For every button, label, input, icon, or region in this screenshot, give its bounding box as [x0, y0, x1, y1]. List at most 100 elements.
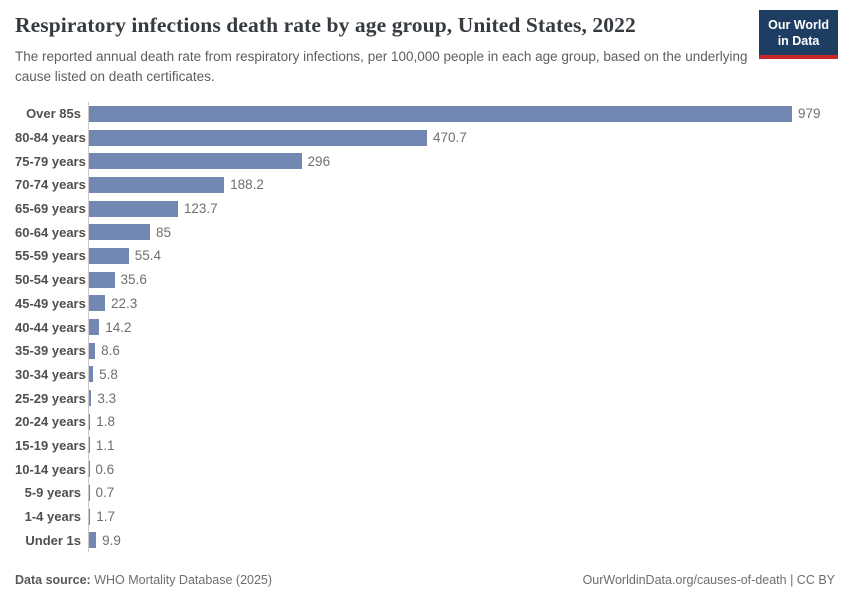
- bar-row: 45-49 years 22.3: [15, 291, 835, 316]
- age-group-label: 10-14 years: [15, 461, 86, 477]
- value-label: 8.6: [101, 343, 120, 359]
- bar-row: 40-44 years 14.2: [15, 315, 835, 339]
- bar: [89, 129, 427, 146]
- age-group-label: 1-4 years: [24, 509, 81, 525]
- bar-row: 5-9 years 0.7: [15, 481, 835, 505]
- bar-track: 470.7: [88, 125, 835, 150]
- age-group-label: 45-49 years: [15, 295, 86, 311]
- bar: [89, 271, 115, 288]
- bar-track: 14.2: [88, 315, 835, 339]
- bar-row: 30-34 years 5.8: [15, 362, 835, 387]
- value-label: 470.7: [433, 130, 467, 146]
- chart-title: Respiratory infections death rate by age…: [15, 13, 636, 37]
- age-group-label: 15-19 years: [15, 437, 86, 453]
- value-label: 5.8: [99, 366, 118, 382]
- bar-track: 296: [88, 149, 835, 174]
- bar: [89, 224, 151, 241]
- bar-row: 15-19 years 1.1: [15, 433, 835, 458]
- bar-chart: Over 85s 979 80-84 years 470.7 75-79 yea…: [15, 102, 835, 553]
- value-label: 1.1: [95, 437, 115, 453]
- bar-row: 35-39 years 8.6: [15, 338, 835, 363]
- bar: [89, 366, 94, 383]
- owid-logo-line2: in Data: [777, 34, 820, 49]
- age-group-label: 50-54 years: [15, 272, 86, 288]
- value-label: 3.3: [97, 390, 117, 406]
- bar: [89, 247, 129, 264]
- bar: [89, 342, 96, 359]
- bar-row: 20-24 years 1.8: [15, 409, 835, 434]
- bar: [89, 532, 97, 549]
- data-source-value: WHO Mortality Database (2025): [90, 573, 273, 587]
- owid-logo-line1: Our World: [768, 18, 829, 32]
- age-group-label: 30-34 years: [15, 366, 86, 382]
- chart-footer: Data source: WHO Mortality Database (202…: [15, 573, 835, 587]
- bar-row: 75-79 years 296: [15, 149, 835, 174]
- bar: [89, 390, 92, 407]
- value-label: 979: [798, 106, 821, 122]
- bar-row: Under 1s 9.9: [15, 528, 835, 553]
- age-group-label: 75-79 years: [15, 153, 86, 169]
- bar-track: 9.9: [88, 528, 835, 553]
- age-group-label: 40-44 years: [15, 319, 86, 335]
- age-group-label: 20-24 years: [15, 414, 86, 430]
- data-source-label: Data source:: [15, 573, 91, 587]
- bar-track: 5.8: [88, 362, 835, 387]
- bar-track: 979: [88, 102, 835, 126]
- age-group-label: 55-59 years: [15, 248, 86, 264]
- bar: [89, 200, 178, 217]
- bar: [89, 484, 90, 501]
- bar: [89, 153, 302, 170]
- value-label: 1.7: [96, 509, 115, 525]
- bar-row: 10-14 years 0.6: [15, 457, 835, 481]
- value-label: 296: [307, 153, 331, 169]
- bar-row: 60-64 years 85: [15, 220, 835, 245]
- bar-track: 3.3: [88, 386, 835, 410]
- owid-logo[interactable]: Our World in Data: [759, 10, 838, 59]
- value-label: 0.7: [95, 485, 115, 501]
- bar-track: 0.7: [88, 481, 835, 505]
- age-group-label: 65-69 years: [15, 201, 86, 217]
- value-label: 1.8: [96, 414, 116, 430]
- bar-track: 1.7: [88, 504, 835, 529]
- age-group-label: 25-29 years: [15, 390, 86, 406]
- bar-row: 55-59 years 55.4: [15, 244, 835, 268]
- age-group-label: 35-39 years: [15, 343, 86, 359]
- bar-track: 123.7: [88, 196, 835, 221]
- value-label: 123.7: [183, 201, 218, 217]
- chart-header: Respiratory infections death rate by age…: [0, 0, 850, 86]
- bar-row: 25-29 years 3.3: [15, 386, 835, 410]
- bar-row: 70-74 years 188.2: [15, 173, 835, 197]
- bar: [89, 176, 225, 193]
- age-group-label: 70-74 years: [15, 177, 86, 193]
- value-label: 188.2: [230, 177, 264, 193]
- bar-row: 80-84 years 470.7: [15, 125, 835, 150]
- data-source: Data source: WHO Mortality Database (202…: [15, 573, 272, 587]
- bar-track: 1.8: [88, 409, 835, 434]
- attribution-link[interactable]: OurWorldinData.org/causes-of-death | CC …: [582, 573, 835, 587]
- bar-track: 188.2: [88, 173, 835, 197]
- bar-row: 50-54 years 35.6: [15, 267, 835, 292]
- value-label: 14.2: [105, 319, 132, 335]
- chart-subtitle: The reported annual death rate from resp…: [15, 49, 748, 84]
- age-group-label: 5-9 years: [24, 485, 81, 501]
- age-group-label: Under 1s: [25, 532, 81, 548]
- bar: [89, 508, 91, 525]
- bar: [89, 437, 90, 454]
- value-label: 85: [156, 224, 172, 240]
- value-label: 35.6: [120, 272, 147, 288]
- bar-track: 8.6: [88, 338, 835, 363]
- value-label: 9.9: [102, 532, 121, 548]
- value-label: 0.6: [95, 461, 115, 477]
- bar-row: 1-4 years 1.7: [15, 504, 835, 529]
- bar: [89, 319, 100, 336]
- age-group-label: Over 85s: [26, 106, 81, 122]
- bar-track: 35.6: [88, 267, 835, 292]
- age-group-label: 60-64 years: [15, 224, 86, 240]
- bar: [89, 105, 792, 122]
- bar: [89, 413, 91, 430]
- bar-track: 1.1: [88, 433, 835, 458]
- bar-track: 0.6: [88, 457, 835, 481]
- bar-row: Over 85s 979: [15, 102, 835, 126]
- bar-track: 85: [88, 220, 835, 245]
